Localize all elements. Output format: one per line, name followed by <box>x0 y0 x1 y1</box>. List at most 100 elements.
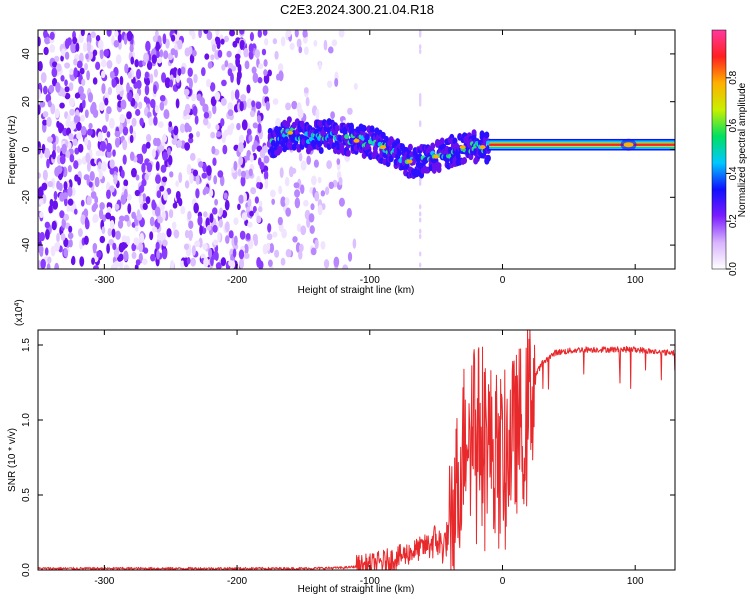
heatmap-cell <box>149 216 155 227</box>
heatmap-cell <box>107 86 113 96</box>
heatmap-cell <box>156 232 163 241</box>
heatmap-cell <box>113 39 119 48</box>
heatmap-cell <box>77 228 83 237</box>
heatmap-cell <box>56 154 62 165</box>
heatmap-cell <box>266 233 273 241</box>
snr-series-line <box>38 330 675 570</box>
heatmap-cell <box>207 61 213 69</box>
heatmap-cell <box>95 61 101 71</box>
heatmap-cell <box>92 202 99 210</box>
heatmap-cell <box>462 157 468 165</box>
heatmap-cell <box>44 228 50 240</box>
heatmap-cell <box>155 41 160 52</box>
heatmap-cell <box>170 48 176 56</box>
heatmap-cell <box>70 42 77 54</box>
heatmap-cell <box>249 210 254 217</box>
heatmap-cell <box>173 125 179 136</box>
heatmap-cell <box>123 179 129 187</box>
heatmap-cell <box>244 252 250 260</box>
heatmap-cell <box>151 148 156 159</box>
heatmap-cell <box>252 122 258 129</box>
heatmap-cell <box>87 128 93 136</box>
heatmap-cell <box>186 256 191 265</box>
heatmap-cell <box>284 197 290 206</box>
heatmap-cell <box>241 119 248 131</box>
heatmap-cell <box>222 144 228 155</box>
heatmap-cell <box>127 91 133 102</box>
heatmap-cell <box>623 142 634 148</box>
heatmap-cell <box>241 212 248 221</box>
heatmap-cell <box>90 31 96 39</box>
heatmap-cell <box>150 253 156 262</box>
heatmap-cell <box>200 253 206 260</box>
heatmap-cell <box>54 262 60 269</box>
heatmap-cell <box>47 180 54 188</box>
heatmap-cell <box>212 103 217 115</box>
heatmap-cell <box>315 108 320 120</box>
spectrogram-y-tick-label: -40 <box>21 237 32 252</box>
heatmap-cell <box>169 79 174 88</box>
heatmap-cell <box>126 193 132 201</box>
heatmap-cell <box>230 90 235 101</box>
heatmap-cell <box>162 33 167 45</box>
heatmap-cell <box>265 101 271 111</box>
heatmap-cell <box>129 44 134 53</box>
heatmap-cell <box>224 199 230 211</box>
heatmap-cell <box>235 56 240 68</box>
heatmap-cell <box>66 37 72 46</box>
heatmap-cell <box>87 49 94 61</box>
heatmap-cell <box>218 218 224 228</box>
heatmap-cell <box>251 100 256 108</box>
heatmap-cell <box>95 35 101 42</box>
heatmap-cell <box>419 251 422 257</box>
heatmap-cell <box>318 60 322 71</box>
heatmap-cell <box>347 107 353 115</box>
heatmap-cell <box>333 256 340 268</box>
heatmap-cell <box>275 117 282 128</box>
heatmap-cell <box>439 137 445 145</box>
heatmap-cell <box>257 123 262 134</box>
heatmap-cell <box>166 147 171 157</box>
heatmap-cell <box>353 83 358 90</box>
heatmap-cell <box>223 35 230 43</box>
heatmap-cell <box>202 117 209 126</box>
heatmap-cell <box>51 61 58 68</box>
heatmap-cell <box>296 223 302 232</box>
snr-ticks: -300 -200 -100 0 100 0.0 0.5 1.0 1.5 <box>21 330 675 587</box>
heatmap-cell <box>294 30 299 38</box>
heatmap-cell <box>178 172 183 183</box>
heatmap-cell <box>292 236 298 243</box>
heatmap-cell <box>148 116 154 126</box>
heatmap-cell <box>459 145 466 150</box>
heatmap-cell <box>324 186 330 196</box>
heatmap-cell <box>188 133 194 140</box>
heatmap-cell <box>318 147 324 155</box>
heatmap-cell <box>77 143 84 153</box>
heatmap-cell <box>73 115 80 123</box>
heatmap-cell <box>151 54 157 64</box>
heatmap-cell <box>40 258 46 269</box>
heatmap-cell <box>75 121 82 132</box>
heatmap-cell <box>68 82 74 91</box>
heatmap-cell <box>60 75 65 82</box>
heatmap-cell <box>419 30 422 33</box>
heatmap-cell <box>161 72 167 83</box>
heatmap-cell <box>338 197 345 207</box>
heatmap-cell <box>264 38 269 46</box>
heatmap-cell <box>67 165 72 173</box>
heatmap-cell <box>177 39 183 50</box>
colorbar-gradient <box>711 29 727 270</box>
heatmap-cell <box>68 239 73 248</box>
heatmap-cell <box>61 90 66 97</box>
heatmap-cell <box>98 169 103 180</box>
heatmap-cell <box>50 103 56 115</box>
heatmap-cell <box>479 145 486 150</box>
heatmap-cell <box>320 190 326 197</box>
heatmap-cell <box>328 181 334 190</box>
colorbar-ticks: 0.0 0.2 0.4 0.6 0.8 <box>726 70 739 276</box>
heatmap-cell <box>216 36 221 48</box>
heatmap-cell <box>258 63 264 70</box>
heatmap-cell <box>253 237 259 247</box>
heatmap-cell <box>419 98 422 104</box>
heatmap-cell <box>184 142 191 151</box>
